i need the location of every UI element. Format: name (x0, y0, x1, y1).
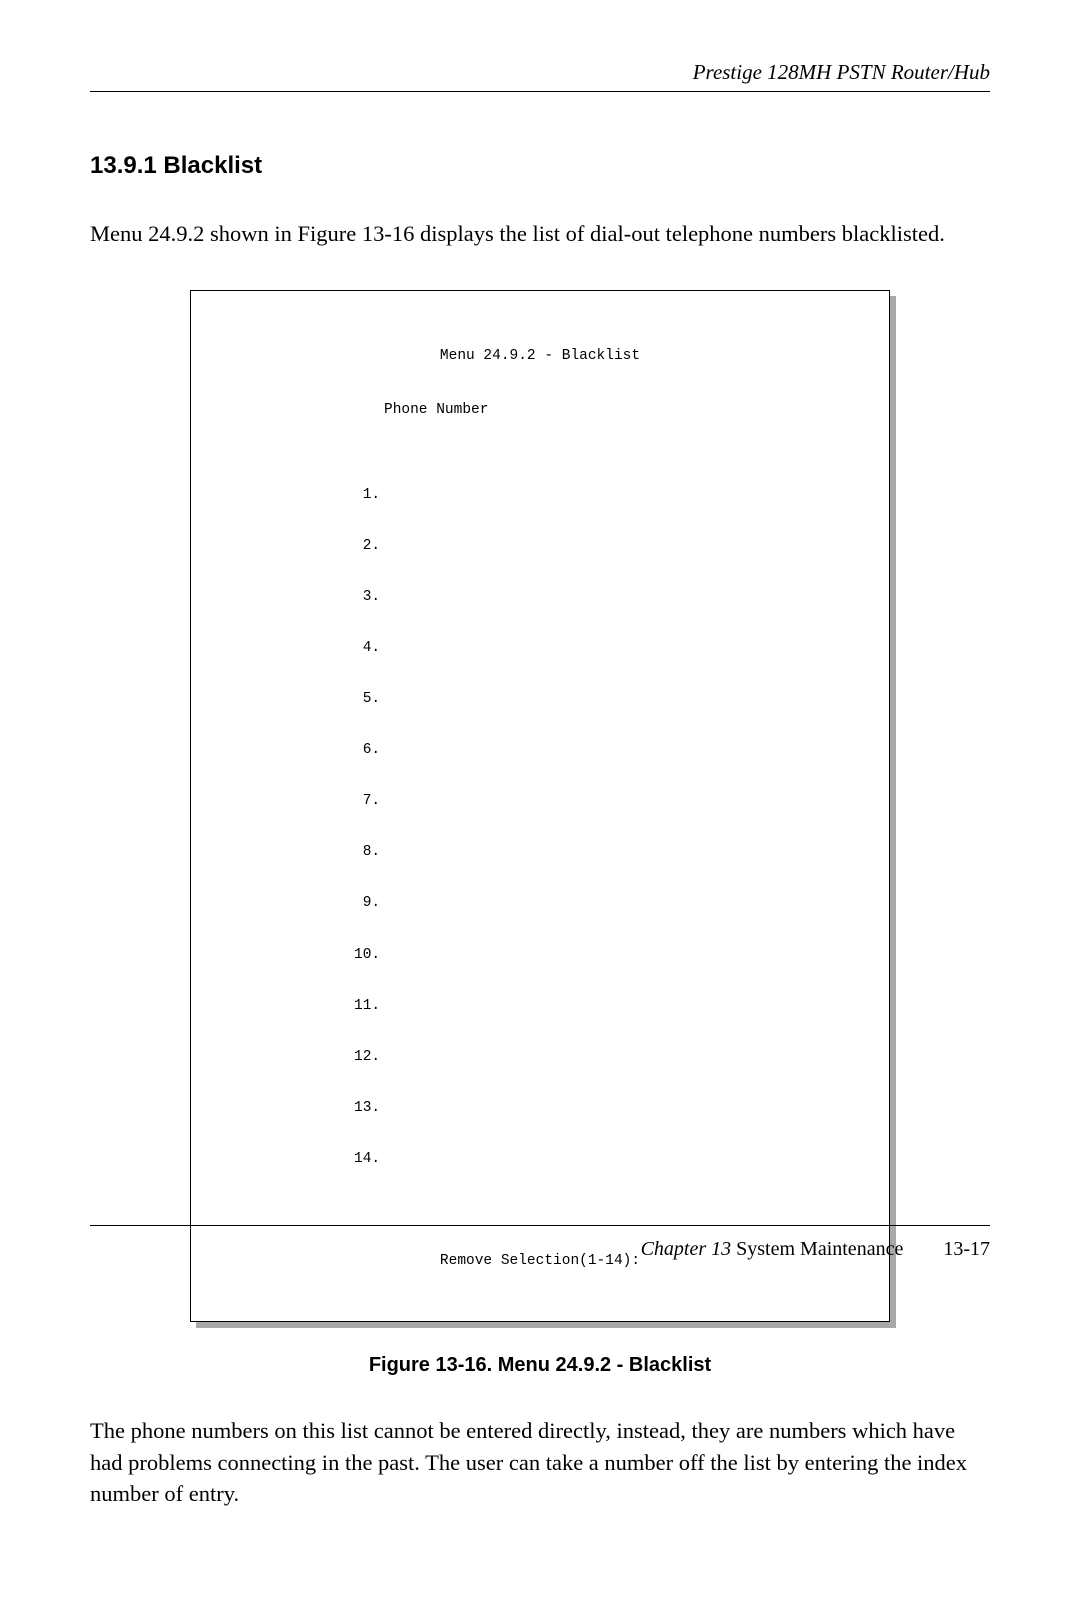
list-item: 4. (354, 640, 871, 658)
list-item: 5. (354, 691, 871, 709)
intro-paragraph: Menu 24.9.2 shown in Figure 13-16 displa… (90, 218, 990, 250)
footer-title: System Maintenance (736, 1238, 903, 1260)
menu-title: Menu 24.9.2 - Blacklist (209, 348, 871, 365)
list-item: 8. (354, 844, 871, 862)
footer-page-number: 13-17 (943, 1238, 990, 1260)
number-list: 1. 2. 3. 4. 5. 6. 7. 8. 9. 10. 11. 12. 1… (209, 454, 871, 1202)
list-item: 2. (354, 538, 871, 556)
list-item: 7. (354, 793, 871, 811)
list-item: 13. (354, 1100, 871, 1118)
footer-chapter: Chapter 13 (641, 1238, 737, 1260)
page-header: Prestige 128MH PSTN Router/Hub (90, 60, 990, 92)
list-item: 6. (354, 742, 871, 760)
header-product-text: Prestige 128MH PSTN Router/Hub (693, 60, 990, 84)
explanation-paragraph: The phone numbers on this list cannot be… (90, 1415, 990, 1510)
figure-container: Menu 24.9.2 - Blacklist Phone Number 1. … (190, 290, 890, 1323)
list-item: 11. (354, 998, 871, 1016)
list-item: 12. (354, 1049, 871, 1067)
list-item: 10. (354, 947, 871, 965)
column-header: Phone Number (209, 402, 871, 419)
section-heading: 13.9.1 Blacklist (90, 152, 990, 180)
list-item: 1. (354, 487, 871, 505)
list-item: 14. (354, 1151, 871, 1169)
page-container: Prestige 128MH PSTN Router/Hub 13.9.1 Bl… (0, 0, 1080, 1600)
page-footer: Chapter 13 System Maintenance 13-17 (90, 1225, 990, 1261)
blacklist-menu-box: Menu 24.9.2 - Blacklist Phone Number 1. … (190, 290, 890, 1323)
list-item: 9. (354, 895, 871, 913)
list-item: 3. (354, 589, 871, 607)
figure-caption: Figure 13-16. Menu 24.9.2 - Blacklist (90, 1354, 990, 1377)
